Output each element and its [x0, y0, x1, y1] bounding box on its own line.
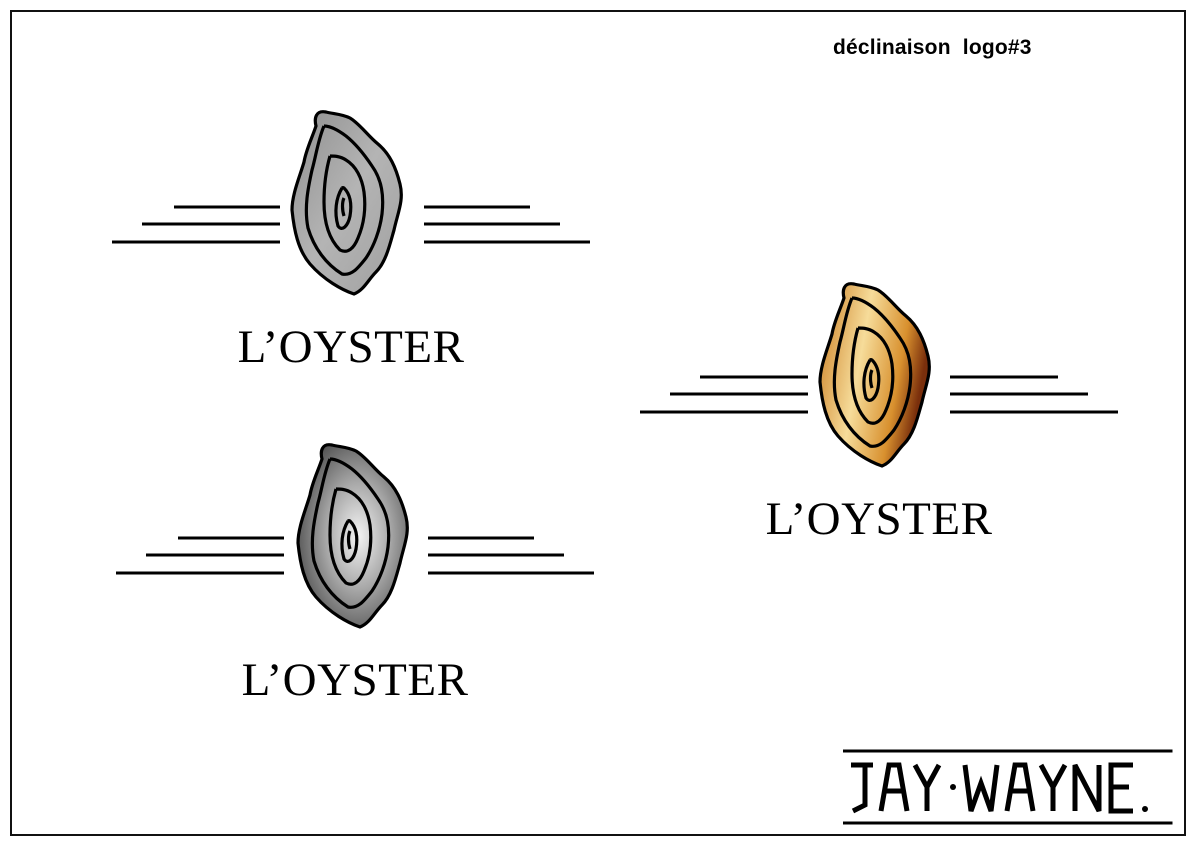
artist-signature-logo: JAY WAYNE	[843, 749, 1173, 825]
oyster-shell-icon	[112, 110, 590, 296]
page-title: déclinaison logo#3	[833, 36, 1032, 59]
page-frame	[10, 10, 1186, 836]
oyster-shell-icon	[116, 443, 594, 629]
brand-wordmark: L’OYSTER	[241, 654, 469, 706]
logo-gray: L’OYSTER	[110, 104, 592, 376]
oyster-shell-icon	[640, 282, 1118, 468]
brand-wordmark: L’OYSTER	[237, 321, 465, 373]
logo-gold: L’OYSTER	[638, 276, 1120, 548]
logo-steel: L’OYSTER	[114, 437, 596, 709]
brand-wordmark: L’OYSTER	[765, 493, 993, 545]
